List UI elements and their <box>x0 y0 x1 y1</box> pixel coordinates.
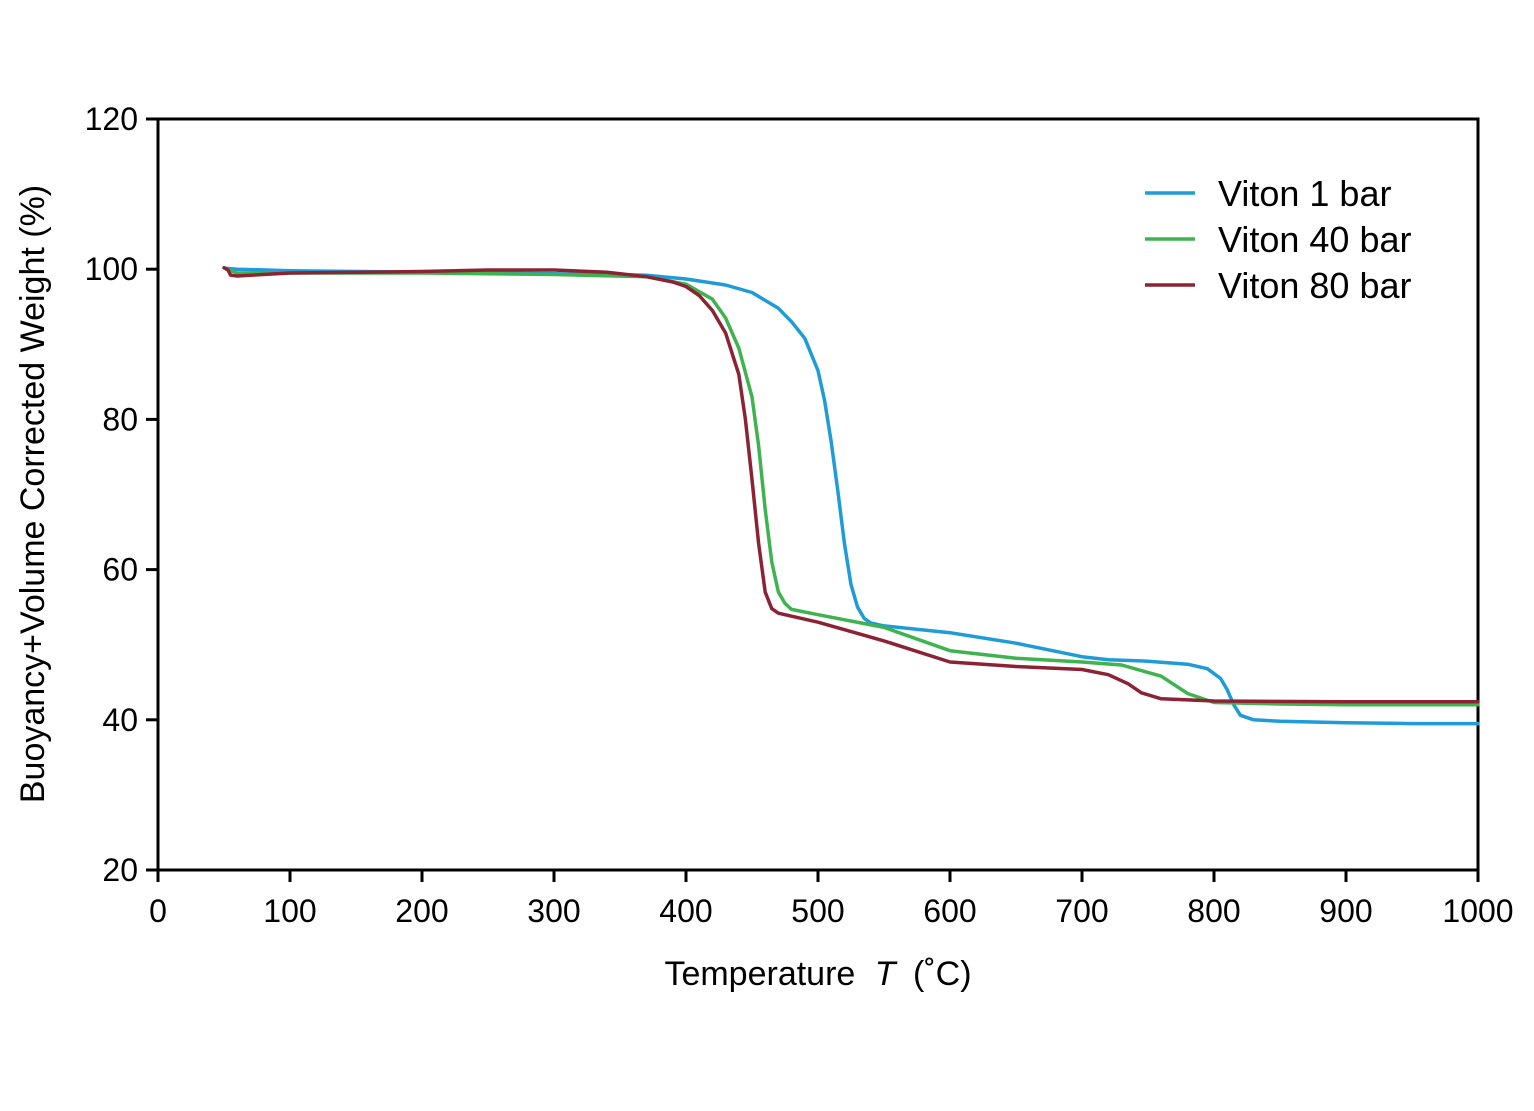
y-tick-label: 120 <box>85 101 138 137</box>
x-axis-label: Temperature <box>664 955 855 993</box>
y-axis-title: Buoyancy+Volume Corrected Weight (%) <box>14 185 52 803</box>
y-tick-label: 60 <box>102 552 138 588</box>
y-tick-label: 100 <box>85 251 138 287</box>
series-line-2 <box>224 267 1480 707</box>
y-axis-ticks: 20 40 60 80 100 120 <box>85 101 158 888</box>
legend-label: Viton 40 bar <box>1218 219 1411 260</box>
y-tick-label: 40 <box>102 702 138 738</box>
y-tick-label: 20 <box>102 852 138 888</box>
series-layer <box>222 265 1480 726</box>
x-tick-label: 200 <box>395 893 448 929</box>
x-axis-title: Temperature T (˚C) <box>664 955 971 993</box>
legend: Viton 1 bar Viton 40 bar Viton 80 bar <box>1145 173 1411 306</box>
x-tick-label: 300 <box>527 893 580 929</box>
x-tick-label: 0 <box>149 893 167 929</box>
series-line-1 <box>224 266 1480 726</box>
x-axis-unit: (˚C) <box>913 955 972 993</box>
x-tick-label: 900 <box>1319 893 1372 929</box>
x-tick-label: 600 <box>923 893 976 929</box>
series-line-3 <box>222 265 1480 704</box>
x-tick-label: 800 <box>1187 893 1240 929</box>
x-tick-label: 1000 <box>1442 893 1513 929</box>
legend-label: Viton 80 bar <box>1218 265 1411 306</box>
x-tick-label: 400 <box>659 893 712 929</box>
y-tick-label: 80 <box>102 401 138 437</box>
x-axis-symbol: T <box>875 955 898 993</box>
x-axis-ticks: 0 100 200 300 400 500 600 700 800 900 1000 <box>149 870 1514 929</box>
x-tick-label: 100 <box>263 893 316 929</box>
x-tick-label: 700 <box>1055 893 1108 929</box>
x-tick-label: 500 <box>791 893 844 929</box>
legend-label: Viton 1 bar <box>1218 173 1391 214</box>
